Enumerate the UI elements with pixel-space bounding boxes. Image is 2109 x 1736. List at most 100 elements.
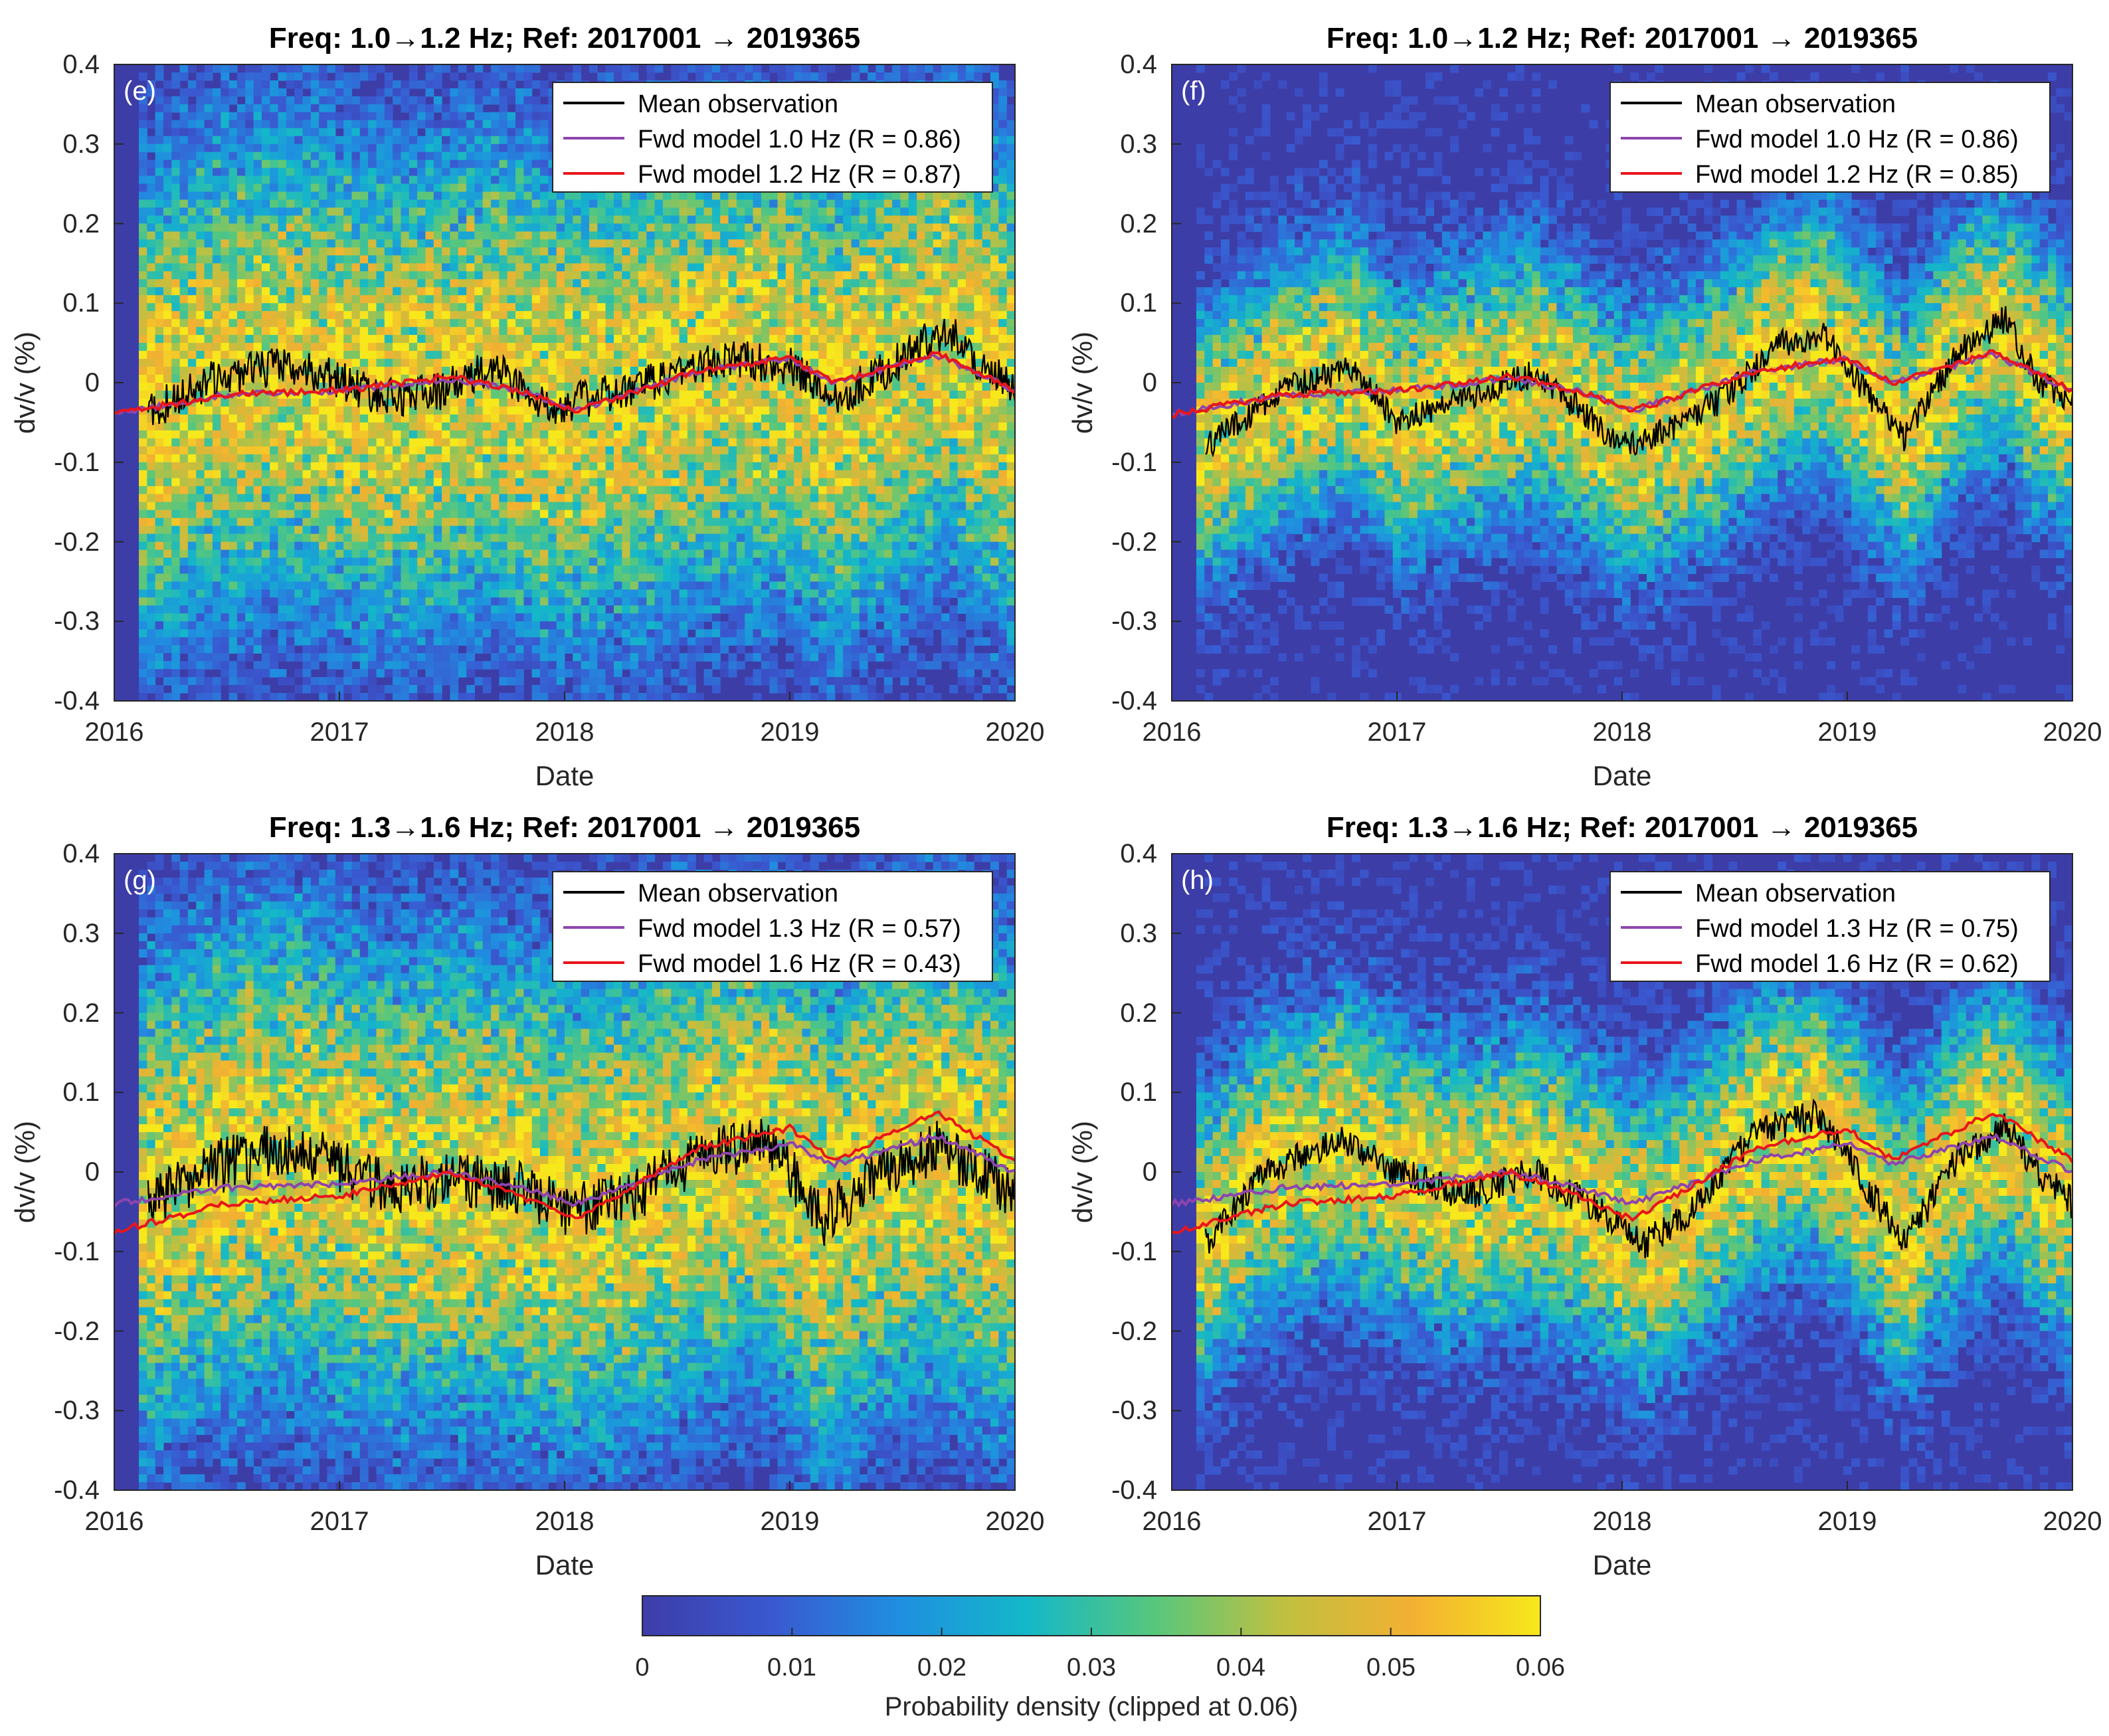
heatmap-cell [556, 239, 565, 248]
heatmap-cell [417, 167, 426, 177]
heatmap-cell [442, 64, 450, 73]
heatmap-cell [368, 64, 377, 73]
heatmap-cell [409, 589, 418, 598]
heatmap-cell [523, 629, 533, 638]
heatmap-cell [499, 462, 508, 471]
heatmap-cell [319, 637, 328, 646]
heatmap-cell [163, 104, 172, 113]
heatmap-cell [523, 279, 533, 288]
heatmap-cell [622, 462, 631, 471]
heatmap-cell [163, 303, 172, 312]
heatmap-cell [139, 96, 147, 105]
heatmap-cell [507, 96, 516, 105]
heatmap-cell [147, 613, 156, 622]
heatmap-cell [278, 167, 287, 177]
heatmap-cell [654, 391, 664, 399]
heatmap-cell [425, 685, 434, 694]
heatmap-cell [359, 677, 369, 686]
heatmap-cell [310, 279, 320, 288]
heatmap-cell [646, 685, 656, 694]
heatmap-cell [548, 589, 557, 598]
heatmap-cell [573, 510, 582, 519]
heatmap-cell [187, 191, 197, 201]
heatmap-cell [270, 653, 279, 662]
heatmap-cell [515, 653, 524, 662]
heatmap-cell [179, 581, 189, 590]
heatmap-cell [270, 88, 279, 97]
heatmap-cell [425, 136, 434, 145]
heatmap-cell [401, 351, 410, 359]
heatmap-cell [433, 605, 442, 614]
heatmap-cell [409, 215, 418, 225]
heatmap-cell [565, 645, 573, 654]
heatmap-cell [229, 231, 238, 241]
heatmap-cell [187, 613, 197, 622]
heatmap-cell [654, 231, 664, 241]
heatmap-cell [458, 112, 467, 121]
heatmap-cell [515, 581, 524, 590]
heatmap-cell [433, 335, 442, 343]
heatmap-cell [507, 159, 516, 169]
heatmap-cell [622, 367, 631, 375]
heatmap-cell [556, 621, 565, 630]
heatmap-cell [359, 669, 369, 678]
heatmap-cell [597, 597, 606, 606]
heatmap-cell [245, 677, 254, 686]
heatmap-cell [605, 677, 614, 686]
heatmap-cell [573, 549, 582, 559]
heatmap-cell [581, 287, 590, 296]
heatmap-cell [196, 351, 205, 359]
heatmap-cell [139, 621, 147, 630]
heatmap-cell [401, 470, 410, 479]
heatmap-cell [278, 613, 287, 622]
heatmap-cell [368, 335, 377, 343]
heatmap-cell [401, 422, 410, 431]
heatmap-cell [212, 287, 221, 296]
heatmap-cell [515, 549, 524, 559]
heatmap-cell [147, 335, 156, 343]
heatmap-cell [221, 263, 230, 272]
heatmap-cell [286, 287, 295, 296]
heatmap-cell [351, 303, 361, 312]
heatmap-cell [319, 645, 328, 654]
heatmap-cell [581, 645, 590, 654]
heatmap-cell [171, 573, 181, 582]
heatmap-cell [376, 343, 385, 351]
heatmap-cell [319, 621, 328, 630]
heatmap-cell [204, 621, 213, 630]
heatmap-cell [236, 271, 246, 280]
heatmap-cell [376, 96, 385, 105]
heatmap-cell [531, 80, 541, 89]
heatmap-cell [163, 533, 172, 543]
heatmap-cell [278, 319, 287, 328]
heatmap-cell [417, 510, 426, 519]
heatmap-cell [376, 279, 385, 288]
heatmap-cell [294, 589, 304, 598]
heatmap-cell [474, 541, 484, 551]
heatmap-cell [310, 581, 320, 590]
heatmap-cell [335, 319, 344, 328]
heatmap-cell [589, 223, 598, 233]
heatmap-cell [171, 167, 181, 177]
heatmap-cell [384, 494, 393, 503]
heatmap-cell [261, 343, 270, 351]
heatmap-cell [605, 661, 614, 670]
heatmap-cell [442, 175, 450, 185]
heatmap-cell [278, 128, 287, 137]
heatmap-cell [261, 541, 270, 551]
heatmap-cell [622, 677, 631, 686]
panel-title: Freq: 1.0→1.2 Hz; Ref: 2017001 → 2019365 [269, 22, 860, 54]
heatmap-cell [605, 621, 614, 630]
heatmap-cell [236, 661, 246, 670]
heatmap-cell [474, 462, 484, 471]
heatmap-cell [662, 295, 672, 304]
heatmap-cell [433, 621, 442, 630]
heatmap-cell [147, 526, 156, 535]
heatmap-cell [155, 541, 164, 551]
heatmap-cell [556, 430, 565, 439]
heatmap-cell [507, 167, 516, 177]
heatmap-cell [310, 303, 320, 312]
heatmap-cell [523, 454, 533, 463]
heatmap-cell [278, 518, 287, 527]
heatmap-cell [278, 335, 287, 343]
